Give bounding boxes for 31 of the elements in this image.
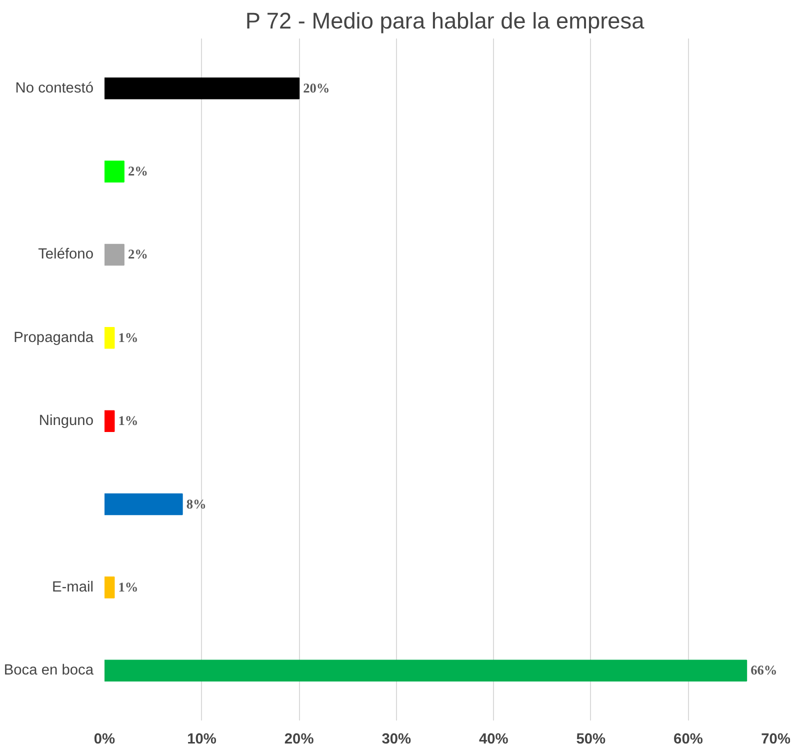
y-tick-label: Propaganda bbox=[14, 330, 94, 346]
bar bbox=[104, 576, 115, 598]
bar bbox=[104, 410, 115, 432]
x-tick-label: 20% bbox=[284, 732, 314, 748]
bar bbox=[104, 327, 115, 349]
x-tick-label: 10% bbox=[187, 732, 216, 748]
x-tick-label: 40% bbox=[478, 732, 508, 748]
y-tick-label: E-mail bbox=[52, 579, 94, 596]
y-tick-label: Boca en boca bbox=[4, 662, 94, 679]
chart-title: P 72 - Medio para hablar de la empresa bbox=[245, 8, 645, 34]
bar bbox=[104, 160, 124, 182]
data-label: 66% bbox=[750, 662, 778, 678]
bar bbox=[104, 78, 300, 100]
bar bbox=[104, 660, 748, 682]
x-tick-label: 70% bbox=[761, 732, 791, 748]
data-label: 2% bbox=[128, 246, 148, 262]
data-label: 2% bbox=[128, 164, 148, 179]
y-tick-label: Ninguno bbox=[38, 413, 94, 430]
y-tick-label: Teléfono bbox=[38, 246, 94, 263]
x-tick-label: 0% bbox=[94, 732, 116, 748]
data-label: 1% bbox=[118, 579, 138, 594]
x-tick-label: 30% bbox=[382, 732, 412, 748]
data-label: 1% bbox=[118, 330, 138, 345]
y-tick-label: No contestó bbox=[15, 80, 94, 96]
x-tick-label: 50% bbox=[576, 732, 606, 748]
data-label: 1% bbox=[118, 413, 138, 428]
bar bbox=[104, 493, 183, 516]
data-label: 20% bbox=[303, 80, 330, 96]
x-tick-label: 60% bbox=[674, 732, 703, 748]
bar bbox=[104, 244, 124, 266]
data-label: 8% bbox=[186, 496, 206, 512]
